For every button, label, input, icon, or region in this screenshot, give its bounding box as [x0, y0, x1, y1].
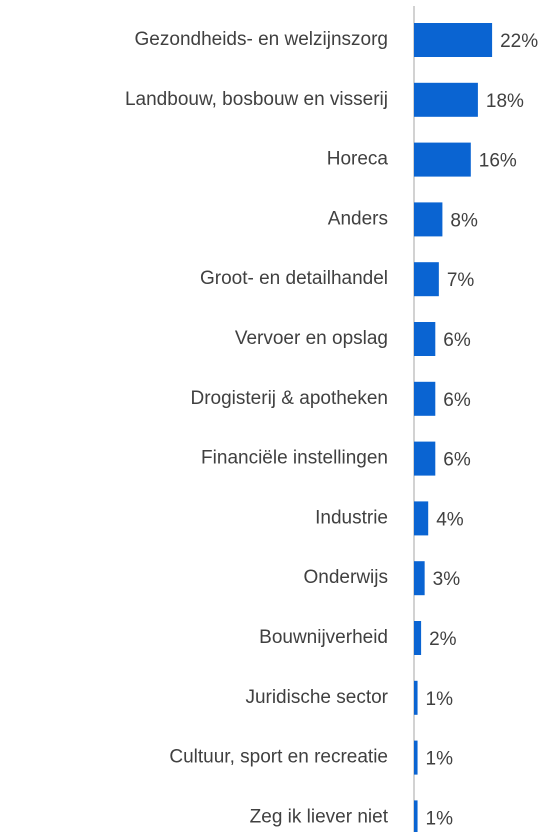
category-label: Onderwijs: [304, 567, 388, 588]
value-label: 7%: [447, 270, 475, 291]
value-label: 1%: [426, 689, 454, 710]
category-label: Landbouw, bosbouw en visserij: [125, 89, 388, 110]
value-label: 16%: [479, 151, 517, 172]
bar: [414, 322, 436, 356]
category-label: Vervoer en opslag: [235, 328, 388, 349]
bar: [414, 23, 493, 57]
category-label: Cultuur, sport en recreatie: [169, 747, 388, 768]
bar: [414, 561, 425, 596]
value-label: 3%: [433, 569, 461, 590]
bar: [414, 202, 443, 237]
category-label: Juridische sector: [245, 687, 388, 708]
category-label: Zeg ik liever niet: [250, 806, 389, 827]
bar: [414, 740, 418, 775]
category-label: Anders: [328, 208, 388, 229]
bar: [414, 142, 471, 177]
bar: [414, 800, 418, 832]
value-label: 2%: [429, 629, 457, 650]
value-label: 6%: [443, 450, 471, 471]
category-label: Groot- en detailhandel: [200, 268, 388, 289]
value-label: 6%: [443, 390, 471, 411]
bar: [414, 621, 422, 655]
bar: [414, 262, 439, 297]
value-label: 1%: [426, 749, 454, 770]
bar: [414, 501, 429, 536]
value-label: 6%: [443, 330, 471, 351]
value-label: 4%: [436, 509, 464, 530]
category-label: Gezondheids- en welzijnszorg: [135, 29, 388, 50]
value-label: 8%: [450, 210, 478, 231]
bar: [414, 381, 436, 416]
value-label: 22%: [500, 31, 538, 52]
value-label: 1%: [426, 808, 454, 829]
value-label: 18%: [486, 91, 524, 112]
bar: [414, 680, 418, 715]
category-label: Drogisterij & apotheken: [191, 388, 389, 409]
category-label: Horeca: [327, 149, 389, 170]
category-label: Industrie: [315, 507, 388, 528]
bar: [414, 82, 478, 117]
category-label: Financiële instellingen: [201, 448, 388, 469]
bar: [414, 441, 436, 476]
category-label: Bouwnijverheid: [259, 627, 388, 648]
